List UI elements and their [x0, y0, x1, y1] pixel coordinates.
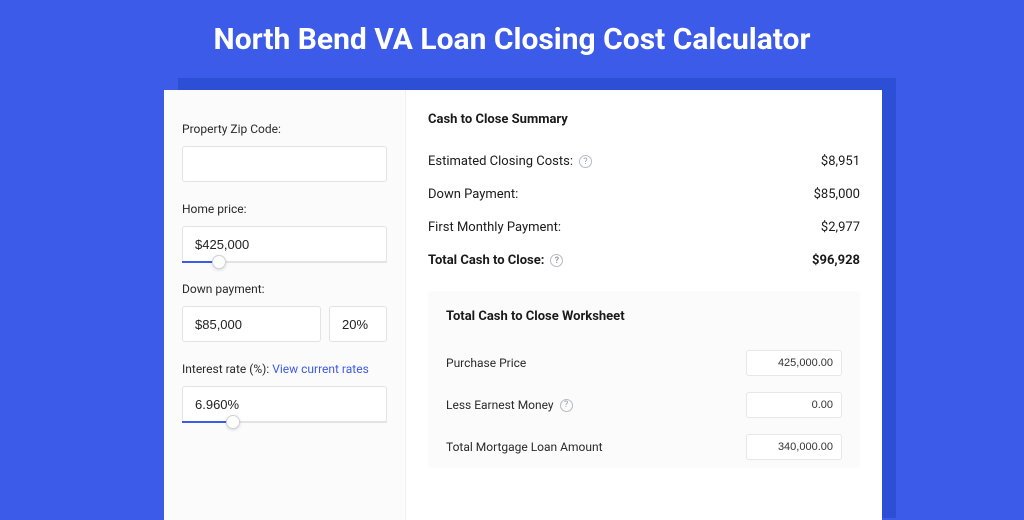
summary-row-value: $96,928 — [812, 253, 860, 268]
summary-row-label: Total Cash to Close:? — [428, 253, 563, 268]
summary-row: Total Cash to Close:? $96,928 — [428, 244, 860, 277]
interest-input[interactable] — [182, 386, 387, 422]
zip-label: Property Zip Code: — [182, 122, 387, 136]
summary-row-value: $2,977 — [821, 220, 860, 235]
worksheet-panel: Total Cash to Close Worksheet Purchase P… — [428, 291, 860, 468]
worksheet-row-label-text: Purchase Price — [446, 356, 526, 370]
zip-input[interactable] — [182, 146, 387, 182]
summary-title: Cash to Close Summary — [428, 112, 860, 127]
summary-row-label-text: Total Cash to Close: — [428, 253, 544, 268]
interest-label: Interest rate (%): View current rates — [182, 362, 387, 376]
summary-row-value: $8,951 — [821, 154, 860, 169]
interest-label-text: Interest rate (%): — [182, 362, 272, 376]
worksheet-row-input[interactable] — [746, 434, 842, 460]
worksheet-row-input[interactable] — [746, 350, 842, 376]
calculator-panel: Property Zip Code: Home price: Down paym… — [164, 90, 882, 520]
down-payment-field: Down payment: — [182, 282, 387, 342]
summary-row: Down Payment: $85,000 — [428, 178, 860, 211]
summary-row-label-text: First Monthly Payment: — [428, 220, 561, 235]
worksheet-row: Purchase Price — [446, 342, 842, 384]
summary-row-label: Estimated Closing Costs:? — [428, 154, 592, 169]
view-rates-link[interactable]: View current rates — [272, 362, 369, 376]
summary-rows: Estimated Closing Costs:? $8,951 Down Paym… — [428, 145, 860, 277]
worksheet-row-label-text: Total Mortgage Loan Amount — [446, 440, 603, 454]
help-icon[interactable]: ? — [550, 254, 563, 267]
summary-row-label: Down Payment: — [428, 187, 518, 202]
worksheet-title: Total Cash to Close Worksheet — [446, 309, 842, 324]
home-price-field: Home price: — [182, 202, 387, 262]
help-icon[interactable]: ? — [560, 399, 573, 412]
home-price-slider-thumb[interactable] — [212, 255, 226, 269]
worksheet-rows: Purchase Price Less Earnest Money? Total M… — [446, 342, 842, 468]
summary-row-value: $85,000 — [814, 187, 860, 202]
interest-slider-thumb[interactable] — [226, 415, 240, 429]
down-payment-label: Down payment: — [182, 282, 387, 296]
summary-row: Estimated Closing Costs:? $8,951 — [428, 145, 860, 178]
worksheet-row-label-text: Less Earnest Money — [446, 398, 554, 412]
down-payment-pct-input[interactable] — [329, 306, 387, 342]
worksheet-row-label: Purchase Price — [446, 356, 526, 370]
worksheet-row-label: Total Mortgage Loan Amount — [446, 440, 603, 454]
down-payment-input[interactable] — [182, 306, 321, 342]
zip-field: Property Zip Code: — [182, 122, 387, 182]
summary-row-label: First Monthly Payment: — [428, 220, 561, 235]
summary-row: First Monthly Payment: $2,977 — [428, 211, 860, 244]
results-column: Cash to Close Summary Estimated Closing … — [406, 90, 882, 520]
page-title: North Bend VA Loan Closing Cost Calculat… — [0, 0, 1024, 75]
worksheet-row-input[interactable] — [746, 392, 842, 418]
worksheet-row-label: Less Earnest Money? — [446, 398, 573, 412]
help-icon[interactable]: ? — [579, 155, 592, 168]
summary-row-label-text: Estimated Closing Costs: — [428, 154, 573, 169]
home-price-label: Home price: — [182, 202, 387, 216]
interest-field: Interest rate (%): View current rates — [182, 362, 387, 422]
worksheet-row: Total Mortgage Loan Amount — [446, 426, 842, 468]
worksheet-row: Less Earnest Money? — [446, 384, 842, 426]
inputs-column: Property Zip Code: Home price: Down paym… — [164, 90, 406, 520]
summary-row-label-text: Down Payment: — [428, 187, 518, 202]
